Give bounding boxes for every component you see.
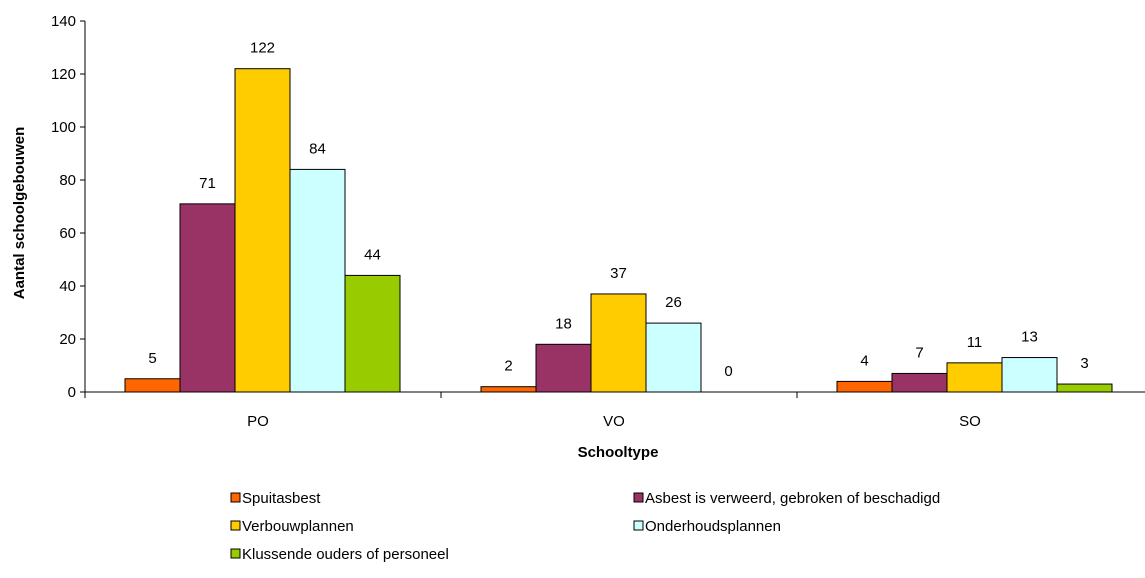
data-label: 18 xyxy=(555,315,572,332)
x-tick-label: SO xyxy=(959,413,981,430)
legend-swatch xyxy=(633,520,644,531)
data-label: 4 xyxy=(860,352,868,369)
data-label: 11 xyxy=(967,334,983,351)
legend-label: Klussende ouders of personeel xyxy=(242,546,449,563)
bar xyxy=(1001,357,1058,393)
bar xyxy=(480,386,537,393)
y-tick-label: 0 xyxy=(68,384,76,401)
legend-label: Asbest is verweerd, gebroken of beschadi… xyxy=(645,490,940,507)
data-label: 71 xyxy=(199,175,216,192)
legend-swatch xyxy=(230,492,241,503)
data-label: 0 xyxy=(724,363,732,380)
bar xyxy=(234,68,291,393)
y-axis-title: Aantal schoolgebouwen xyxy=(11,127,28,300)
x-tick-label: VO xyxy=(603,413,625,430)
bar xyxy=(836,380,893,393)
legend-swatch xyxy=(230,520,241,531)
y-tick-label: 20 xyxy=(59,331,76,348)
legend-label: Verbouwplannen xyxy=(242,518,354,535)
legend-label: Spuitasbest xyxy=(242,490,321,507)
legend-label: Onderhoudsplannen xyxy=(645,518,781,535)
data-label: 5 xyxy=(148,350,156,367)
y-tick-label: 60 xyxy=(59,225,76,242)
data-label: 13 xyxy=(1021,329,1038,346)
legend-swatch xyxy=(230,548,241,559)
data-label: 3 xyxy=(1080,355,1088,372)
bar xyxy=(946,362,1003,393)
data-label: 2 xyxy=(504,358,512,375)
y-tick-label: 140 xyxy=(51,13,76,30)
bar xyxy=(124,378,181,393)
data-label: 44 xyxy=(364,246,381,263)
legend: Spuitasbest Asbest is verweerd, gebroken … xyxy=(230,490,940,563)
bar xyxy=(645,322,702,393)
bar xyxy=(1056,383,1113,393)
data-label: 84 xyxy=(309,140,326,157)
bar xyxy=(535,343,592,393)
y-tick-label: 100 xyxy=(51,119,76,136)
y-tick-label: 120 xyxy=(51,66,76,83)
legend-swatch xyxy=(633,492,644,503)
data-label: 122 xyxy=(250,40,275,57)
bar xyxy=(344,274,401,393)
plot-area: 020406080100120140PO5711228444VO21837260… xyxy=(51,13,1145,430)
y-tick-label: 80 xyxy=(59,172,76,189)
x-axis-title: Schooltype xyxy=(578,444,659,461)
data-label: 37 xyxy=(610,265,627,282)
bar xyxy=(179,203,236,393)
bar xyxy=(590,293,647,393)
data-label: 26 xyxy=(665,294,682,311)
bar xyxy=(289,168,346,393)
x-tick-label: PO xyxy=(247,413,269,430)
data-label: 7 xyxy=(915,344,923,361)
bar xyxy=(891,372,948,393)
y-tick-label: 40 xyxy=(59,278,76,295)
